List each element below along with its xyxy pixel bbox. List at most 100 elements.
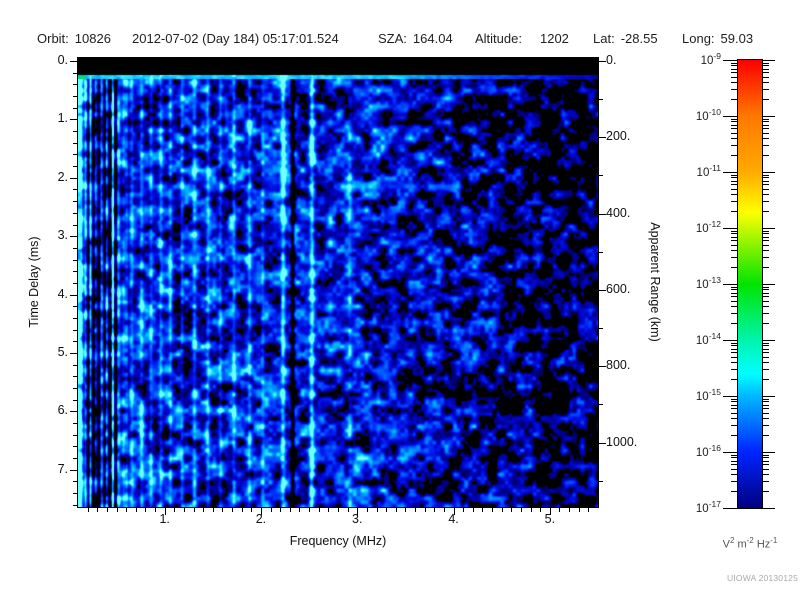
colorbar-minor-tick: [731, 201, 737, 203]
colorbar-minor-tick: [763, 267, 769, 269]
x-minor-tick: [299, 508, 301, 512]
colorbar-minor-tick: [731, 177, 737, 179]
colorbar-minor-tick: [763, 62, 769, 64]
y-left-minor-tick: [73, 493, 77, 495]
colorbar-minor-tick: [763, 352, 769, 354]
colorbar-tick-label: 10-12: [695, 219, 721, 235]
colorbar-minor-tick: [731, 352, 737, 354]
colorbar-major-tick: [723, 284, 737, 285]
sza-field: SZA: 164.04: [378, 31, 453, 46]
colorbar-minor-tick: [763, 460, 769, 462]
colorbar-tick-label: 10-17: [695, 499, 721, 515]
colorbar-major-tick: [723, 396, 737, 397]
colorbar-major-tick: [763, 284, 775, 285]
colorbar-minor-tick: [763, 201, 769, 203]
x-major-tick: [260, 508, 262, 515]
colorbar-minor-tick: [763, 76, 769, 78]
colorbar-minor-tick: [731, 155, 737, 157]
colorbar-minor-tick: [731, 257, 737, 259]
x-major-tick: [164, 508, 166, 515]
x-minor-tick: [222, 508, 224, 512]
orbit-label: Orbit:: [37, 31, 69, 46]
x-minor-tick: [540, 508, 542, 512]
colorbar-minor-tick: [731, 342, 737, 344]
x-minor-tick: [366, 508, 368, 512]
y-right-tick-label: 200.: [606, 129, 631, 144]
x-minor-tick: [289, 508, 291, 512]
colorbar-minor-tick: [731, 369, 737, 371]
x-minor-tick: [183, 508, 185, 512]
x-major-tick: [453, 508, 455, 515]
y-left-minor-tick: [73, 376, 77, 378]
spectrogram-canvas: [78, 58, 598, 507]
y-right-major-tick: [599, 61, 606, 62]
y-left-minor-tick: [73, 131, 77, 133]
colorbar-minor-tick: [763, 286, 769, 288]
altitude-label: Altitude:: [475, 31, 522, 46]
x-tick-label: 5.: [544, 512, 556, 526]
y-right-major-tick: [599, 137, 606, 139]
colorbar-minor-tick: [763, 118, 769, 120]
colorbar-minor-tick: [731, 211, 737, 213]
colorbar-minor-tick: [731, 464, 737, 466]
y-left-major-tick: [70, 411, 77, 413]
colorbar-minor-tick: [763, 240, 769, 242]
colorbar-minor-tick: [731, 128, 737, 130]
y-left-minor-tick: [73, 247, 77, 249]
colorbar-minor-tick: [763, 345, 769, 347]
y-left-minor-tick: [73, 364, 77, 366]
colorbar-minor-tick: [731, 267, 737, 269]
x-minor-tick: [395, 508, 397, 512]
colorbar-minor-tick: [731, 89, 737, 91]
x-major-tick: [549, 508, 551, 515]
y-left-tick-label: 0.: [57, 53, 68, 67]
colorbar-minor-tick: [731, 118, 737, 120]
y-left-minor-tick: [73, 504, 77, 506]
colorbar-minor-tick: [731, 286, 737, 288]
colorbar-minor-tick: [763, 412, 769, 414]
colorbar-minor-tick: [731, 184, 737, 186]
x-minor-tick: [443, 508, 445, 512]
x-minor-tick: [232, 508, 234, 512]
long-field: Long: 59.03: [682, 31, 753, 46]
sza-value: 164.04: [412, 31, 453, 46]
colorbar-minor-tick: [731, 457, 737, 459]
x-minor-tick: [463, 508, 465, 512]
y-left-tick-label: 3.: [57, 228, 68, 243]
datetime-field: 2012-07-02 (Day 184) 05:17:01.524: [132, 31, 339, 46]
colorbar-minor-tick: [763, 236, 769, 238]
colorbar-minor-tick: [763, 292, 769, 294]
y-left-minor-tick: [73, 481, 77, 483]
sza-label: SZA:: [378, 31, 407, 46]
y-right-major-tick: [599, 213, 606, 215]
y-left-tick-label: 2.: [57, 169, 68, 184]
colorbar-major-tick: [763, 116, 775, 117]
colorbar-minor-tick: [731, 240, 737, 242]
colorbar-minor-tick: [763, 184, 769, 186]
y-left-minor-tick: [73, 224, 77, 226]
x-minor-tick: [155, 508, 157, 512]
colorbar-minor-tick: [731, 62, 737, 64]
x-minor-tick: [241, 508, 243, 512]
colorbar-major-tick: [723, 508, 737, 509]
colorbar-minor-tick: [731, 121, 737, 123]
colorbar-minor-tick: [731, 188, 737, 190]
orbit-field: Orbit: 10826: [37, 31, 111, 46]
colorbar-minor-tick: [763, 211, 769, 213]
y-left-minor-tick: [73, 329, 77, 331]
x-minor-tick: [126, 508, 128, 512]
colorbar-minor-tick: [731, 82, 737, 84]
colorbar-minor-tick: [763, 180, 769, 182]
colorbar-minor-tick: [731, 356, 737, 358]
colorbar-tick-label: 10-13: [695, 275, 721, 291]
colorbar-major-tick: [723, 228, 737, 229]
orbit-value: 10826: [74, 31, 111, 46]
colorbar-minor-tick: [731, 412, 737, 414]
y-right-tick-label: 0.: [606, 53, 617, 67]
colorbar-minor-tick: [731, 313, 737, 315]
colorbar-major-tick: [763, 396, 775, 397]
colorbar-minor-tick: [763, 457, 769, 459]
y-right-minor-tick: [599, 99, 603, 101]
x-axis-title: Frequency (MHz): [289, 534, 387, 548]
colorbar-major-tick: [763, 172, 775, 173]
